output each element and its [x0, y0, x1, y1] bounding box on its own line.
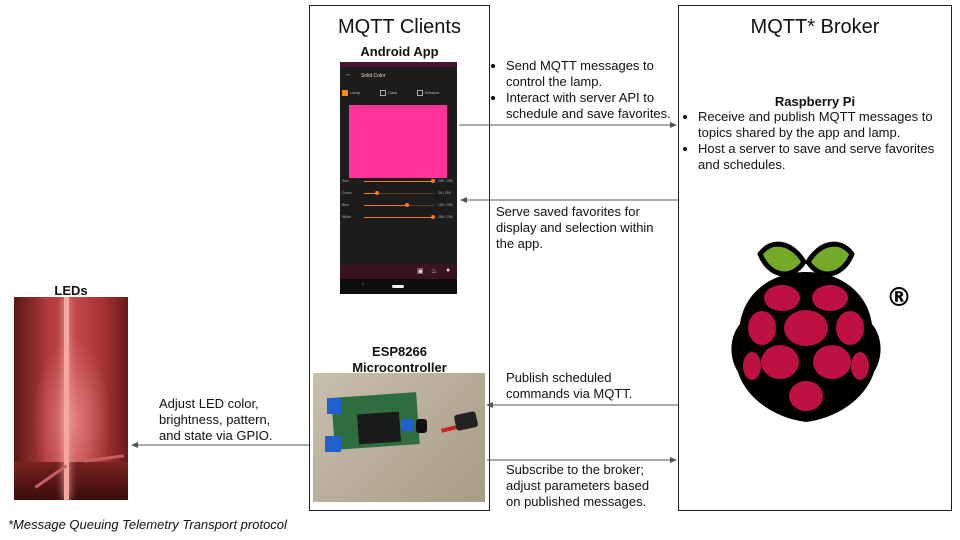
checkbox-label: Window	[425, 90, 440, 96]
slider-knob	[374, 191, 379, 195]
esp-label-line2: Microcontroller	[352, 360, 447, 375]
esp-label-line1: ESP8266	[372, 344, 427, 359]
broker-bullet-1: Receive and publish MQTT messages to top…	[698, 109, 948, 141]
led-lamp-photo	[14, 297, 128, 500]
slider-knob	[405, 203, 410, 207]
slider-label: Green	[342, 191, 352, 195]
image-icon: ▣	[417, 268, 424, 275]
slider-fill	[364, 205, 408, 206]
slider-knob	[430, 215, 435, 219]
dot-icon: ●	[446, 267, 451, 274]
slider-label: Red	[342, 179, 349, 183]
android-app-screenshot: ← Solid Color Lamp Case Window Red 255 / …	[340, 62, 457, 294]
slider-fill	[364, 181, 433, 182]
checkbox-window: Window	[417, 90, 439, 96]
slider-blue: Blue 160 / 255	[342, 203, 454, 209]
checkbox-case: Case	[380, 90, 397, 96]
registered-mark: ®	[886, 283, 912, 313]
slider-track	[364, 191, 434, 195]
capacitor-shape	[416, 419, 427, 433]
checkbox-unchecked-icon	[417, 90, 423, 96]
slider-green: Green 36 / 255	[342, 191, 454, 197]
checkbox-checked-icon	[342, 90, 348, 96]
checkbox-lamp: Lamp	[342, 90, 360, 96]
back-arrow-icon: ←	[345, 71, 352, 78]
broker-bullets: Receive and publish MQTT messages to top…	[684, 109, 948, 173]
phone-status-bar	[340, 62, 457, 67]
nav-back-icon: ‹	[362, 282, 364, 288]
mqtt-broker-title: MQTT* Broker	[750, 16, 880, 38]
phone-app-bar: ← Solid Color	[340, 67, 457, 87]
floor-shape	[14, 462, 128, 500]
broker-to-app-text: Serve saved favorites for display and se…	[496, 204, 654, 251]
raspberry-pi-label: Raspberry Pi	[774, 94, 856, 109]
esp-to-broker-text: Subscribe to the broker; adjust paramete…	[506, 462, 650, 509]
mqtt-broker-box: MQTT* Broker	[678, 5, 952, 511]
mqtt-clients-title: MQTT Clients	[338, 16, 461, 38]
terminal-block-shape	[325, 436, 341, 452]
app-to-broker-bullet-2: Interact with server API to schedule and…	[506, 90, 678, 122]
phone-nav-bar: ‹	[340, 279, 457, 294]
slider-value: 255 / 255	[438, 215, 453, 219]
checkbox-unchecked-icon	[380, 90, 386, 96]
broker-bullet-2: Host a server to save and serve favorite…	[698, 141, 948, 173]
phone-bottom-bar: ▣ ♨ ●	[340, 264, 457, 279]
slider-value: 36 / 255	[438, 191, 451, 195]
slider-red: Red 255 / 255	[342, 179, 454, 185]
slider-value: 255 / 255	[438, 179, 453, 183]
slider-label: Blue	[342, 203, 350, 207]
footnote: *Message Queuing Telemetry Transport pro…	[8, 517, 287, 532]
esp-label: ESP8266 Microcontroller	[309, 344, 490, 376]
leds-label: LEDs	[54, 283, 88, 298]
app-to-broker-bullet-1: Send MQTT messages to control the lamp.	[506, 58, 678, 90]
nav-home-icon	[392, 285, 404, 288]
slider-knob	[430, 179, 435, 183]
app-to-broker-text: Send MQTT messages to control the lamp. …	[492, 58, 678, 122]
slider-white: White 255 / 255	[342, 215, 454, 221]
terminal-block-shape	[401, 419, 413, 431]
slider-track	[364, 215, 435, 219]
android-app-label: Android App	[360, 44, 439, 59]
slider-value: 160 / 255	[438, 203, 453, 207]
raspberry-pi-logo: ®	[731, 241, 912, 422]
esp8266-board-photo	[313, 373, 485, 502]
checkbox-label: Case	[388, 90, 398, 96]
slider-track	[364, 203, 434, 207]
terminal-block-shape	[327, 398, 341, 414]
lamp-pole-shape	[64, 297, 69, 500]
checkbox-label: Lamp	[350, 90, 361, 96]
slider-label: White	[342, 215, 351, 219]
tune-icon: ♨	[431, 268, 438, 275]
broker-to-esp-text: Publish scheduled commands via MQTT.	[506, 370, 633, 401]
esp-to-leds-text: Adjust LED color, brightness, pattern, a…	[159, 396, 273, 443]
slider-fill	[364, 193, 377, 194]
slider-fill	[364, 217, 433, 218]
phone-screen-title: Solid Color	[361, 73, 386, 79]
color-swatch	[349, 105, 447, 178]
slider-track	[364, 179, 435, 183]
